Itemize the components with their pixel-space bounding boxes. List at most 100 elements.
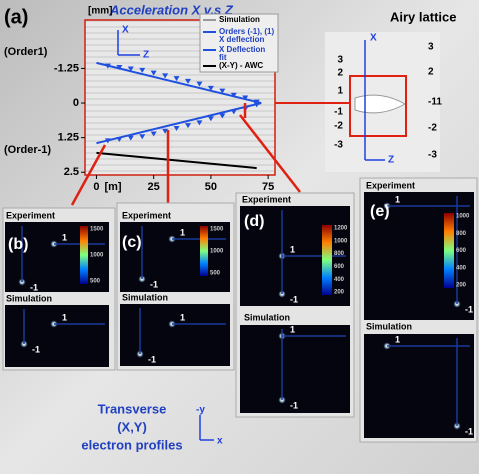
lattice-label: -3 (428, 150, 437, 161)
data-point (196, 81, 203, 87)
data-point (162, 128, 169, 134)
y-tick-label: -1.25 (54, 62, 79, 74)
spot-label: 1 (290, 244, 295, 254)
x-tick-label: 50 (205, 181, 217, 193)
colorbar-label: 1000 (210, 249, 224, 255)
colorbar-label: 1000 (90, 253, 104, 259)
spot-label: -1 (290, 400, 298, 410)
colorbar-label: 1000 (456, 214, 470, 220)
spot-label: -1 (150, 279, 158, 289)
axis-label: -y (196, 405, 205, 416)
x-tick-label: 75 (262, 181, 274, 193)
data-point (173, 76, 180, 82)
colorbar-label: 1500 (210, 227, 224, 233)
data-point (196, 120, 203, 126)
section-label: Simulation (244, 312, 290, 322)
data-point (150, 70, 157, 76)
colorbar-label: 600 (334, 264, 345, 270)
colorbar-label: 400 (456, 265, 467, 271)
legend-box (199, 13, 279, 73)
data-point (185, 78, 192, 84)
colorbar-label: 600 (456, 248, 467, 254)
colorbar-label: 1200 (334, 226, 348, 232)
axis-label: Z (388, 155, 394, 166)
caption: Transverse (98, 401, 167, 416)
caption: electron profiles (81, 437, 182, 452)
axis-label: X (122, 25, 129, 36)
legend-label: fit (219, 53, 227, 62)
legend-label: Orders (-1), (1) (219, 27, 274, 36)
colorbar-label: 800 (456, 231, 467, 237)
lattice-label: 1 (337, 86, 343, 97)
section-label: Simulation (122, 292, 168, 302)
panel-label: (d) (244, 213, 264, 230)
order-label: (Order-1) (4, 144, 51, 156)
x-unit: [m] (104, 181, 121, 193)
spot-label: -1 (465, 426, 473, 436)
spot-label: 1 (395, 194, 400, 204)
colorbar (444, 213, 454, 288)
spot-label: -1 (290, 294, 298, 304)
colorbar-label: 800 (334, 251, 345, 257)
data-point (230, 109, 237, 115)
caption: (X,Y) (117, 419, 147, 434)
profile-image (5, 305, 109, 367)
colorbar (322, 225, 332, 295)
legend-label: Simulation (219, 15, 260, 24)
data-point (127, 66, 134, 72)
legend-label: (X-Y) - AWC (219, 61, 263, 70)
spot-label: 1 (180, 227, 185, 237)
data-point (127, 135, 134, 141)
data-point (173, 125, 180, 131)
data-point (207, 116, 214, 122)
lattice-label: -2 (334, 121, 343, 132)
spot-label: -1 (32, 344, 40, 354)
lattice-label: 3 (337, 55, 343, 66)
profile-image (364, 334, 474, 438)
colorbar-label: 500 (210, 271, 221, 277)
y-tick-label: 1.25 (58, 132, 79, 144)
section-label: Experiment (6, 210, 55, 220)
profile-image (240, 325, 350, 413)
section-label: Experiment (242, 194, 291, 204)
awc-line (96, 151, 257, 170)
y-tick-label: 0 (73, 97, 79, 109)
lattice-label: 3 (428, 42, 434, 53)
data-point (104, 63, 111, 69)
data-point (116, 65, 123, 71)
spot-label: 1 (395, 334, 400, 344)
colorbar (80, 226, 88, 284)
lattice-label: -1 (334, 107, 343, 118)
data-point (219, 113, 226, 119)
axis-label: x (217, 436, 223, 447)
data-point (219, 88, 226, 94)
data-point (139, 134, 146, 140)
data-point (139, 67, 146, 73)
lattice-box (349, 75, 407, 137)
legend-label: X deflection (219, 35, 264, 44)
axis-label: X (370, 33, 377, 44)
panel-label: (b) (8, 236, 28, 253)
spot-label: 1 (62, 312, 67, 322)
y-unit: [mm] (88, 6, 112, 17)
lattice-label: 2 (337, 68, 343, 79)
data-point (253, 99, 260, 105)
legend-label: X Deflection (219, 45, 265, 54)
data-point (150, 131, 157, 137)
spot-label: 1 (180, 312, 185, 322)
data-point (230, 92, 237, 98)
data-point (185, 123, 192, 129)
spot-label: -1 (30, 282, 38, 292)
colorbar (200, 226, 208, 276)
y-tick-label: 2.5 (64, 166, 79, 178)
profile-image (364, 192, 474, 320)
lattice-label: -2 (428, 123, 437, 134)
section-label: Simulation (366, 321, 412, 331)
colorbar-label: 500 (90, 279, 101, 285)
x-tick-label: 25 (148, 181, 160, 193)
lattice-label: -11 (428, 97, 442, 108)
order-label: (Order1) (4, 46, 48, 58)
lattice-label: -3 (334, 140, 343, 151)
spot-label: -1 (148, 354, 156, 364)
